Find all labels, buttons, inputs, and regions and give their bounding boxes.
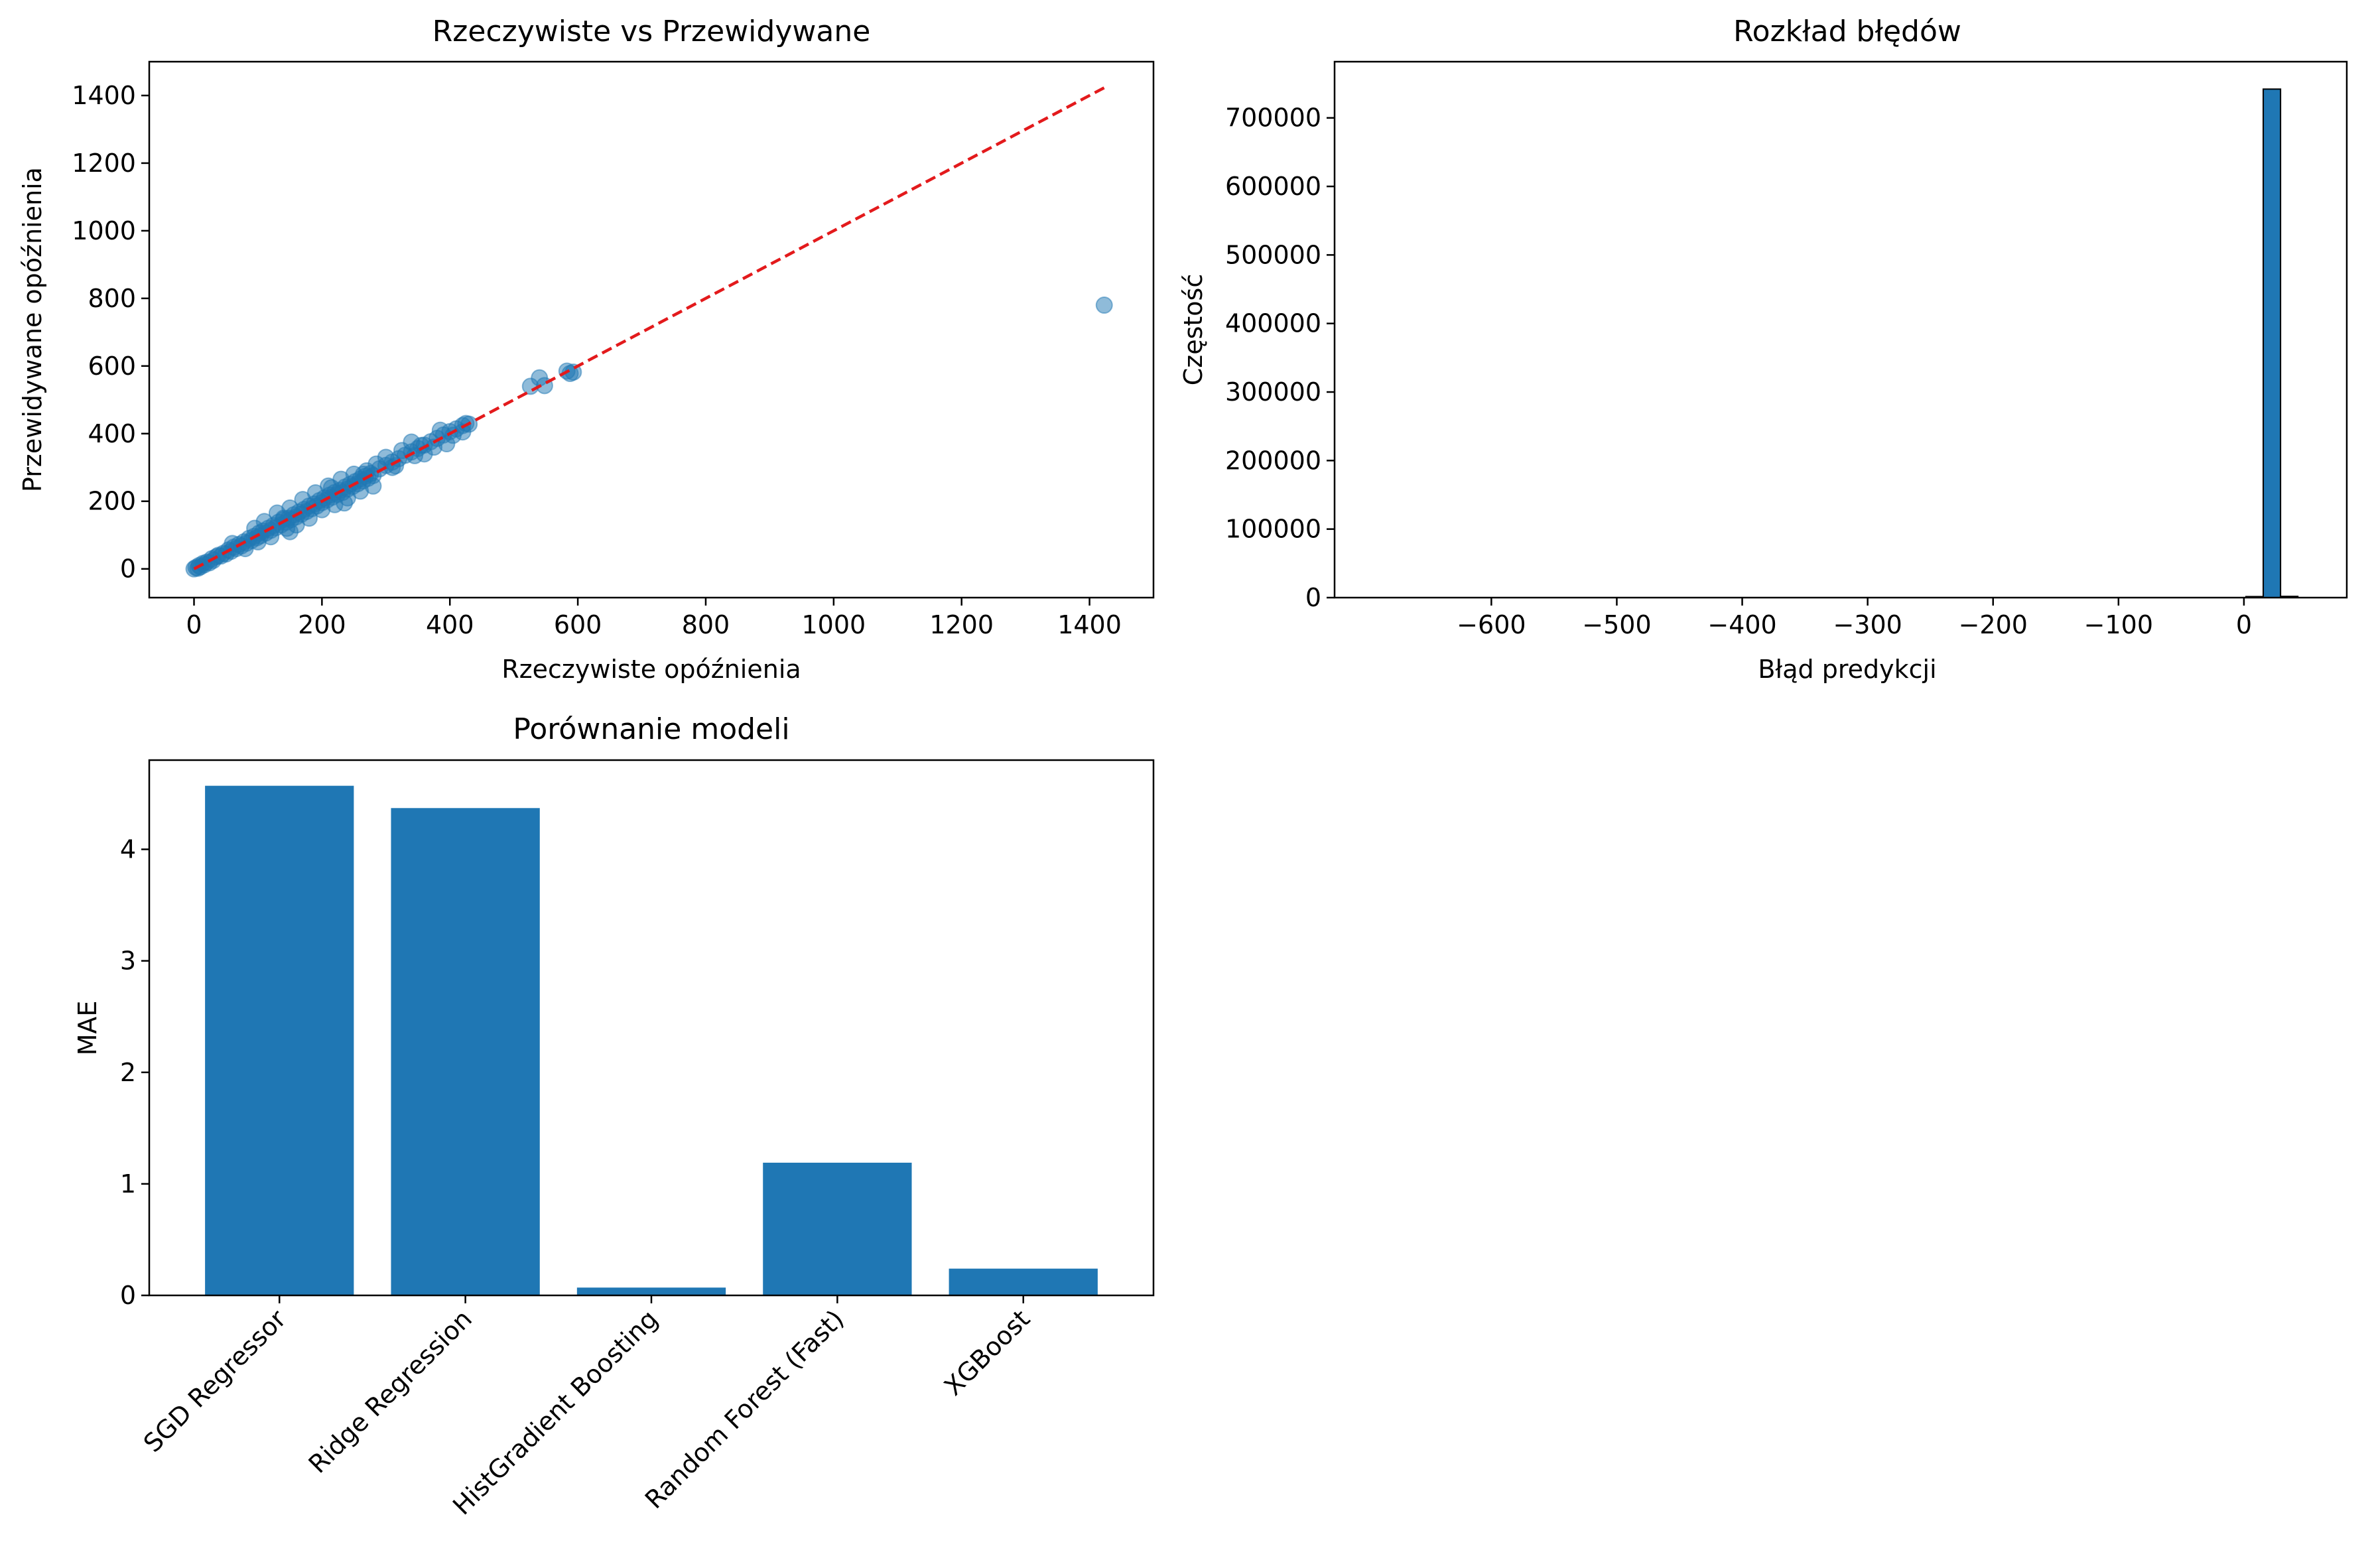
bar-y-tick-label: 1	[120, 1169, 136, 1199]
histogram-y-tick-label: 300000	[1225, 377, 1321, 407]
scatter-x-tick-label: 1000	[801, 610, 866, 639]
histogram-bar	[2263, 88, 2282, 599]
scatter-point	[1095, 296, 1113, 314]
bar-y-tick-label: 4	[120, 835, 136, 864]
histogram-axes-frame	[1333, 60, 2348, 599]
bar-xgboost	[949, 1268, 1098, 1295]
histogram-y-tick-label: 600000	[1225, 172, 1321, 201]
histogram-x-axis-label: Błąd predykcji	[1758, 655, 1936, 684]
scatter-y-tick-label: 600	[88, 352, 136, 381]
scatter-x-tick-label: 200	[298, 610, 346, 639]
bar-y-ticks: 0 1 2 3 4	[120, 835, 149, 1310]
bar-y-tick-label: 3	[120, 947, 136, 976]
scatter-x-axis-label: Rzeczywiste opóźnienia	[501, 655, 801, 684]
scatter-point	[255, 513, 273, 531]
bar-x-tick-label: Ridge Regression	[303, 1304, 478, 1478]
scatter-point	[364, 477, 382, 495]
histogram-x-tick-label: −400	[1707, 610, 1776, 639]
scatter-y-tick-label: 0	[120, 555, 136, 584]
scatter-y-tick-label: 800	[88, 284, 136, 313]
histogram-x-ticks: −600 −500 −400 −300 −200 −100 0	[1457, 598, 2252, 639]
histogram-panel: Rozkład błędów −600 −500 −400 −300 −200 −100 0…	[1179, 15, 2348, 684]
histogram-x-tick-label: −600	[1457, 610, 1526, 639]
bar-x-tick-label: SGD Regressor	[138, 1304, 292, 1458]
histogram-y-tick-label: 200000	[1225, 446, 1321, 475]
scatter-panel: Rzeczywiste vs Przewidywane 0 200 400 600 80…	[18, 15, 1155, 684]
histogram-bars	[2245, 88, 2299, 599]
scatter-axes-frame	[148, 60, 1155, 599]
histogram-y-axis-label: Częstość	[1179, 274, 1208, 386]
histogram-x-tick-label: −300	[1833, 610, 1902, 639]
bar-panel: Porównanie modeli SGD Regressor Ridge Reg…	[73, 712, 1155, 1520]
histogram-x-tick-label: 0	[2236, 610, 2252, 639]
scatter-y-tick-label: 1200	[72, 149, 136, 178]
scatter-y-tick-label: 400	[88, 419, 136, 448]
histogram-y-tick-label: 400000	[1225, 309, 1321, 338]
scatter-x-tick-label: 1200	[929, 610, 994, 639]
scatter-x-tick-label: 800	[682, 610, 730, 639]
bar-x-tick-label: HistGradient Boosting	[447, 1304, 663, 1520]
scatter-point	[322, 479, 340, 497]
histogram-y-ticks: 0 100000 200000 300000 400000 500000 600000 700…	[1225, 103, 1335, 612]
bar-title: Porównanie modeli	[513, 712, 789, 746]
scatter-point	[457, 415, 475, 432]
histogram-y-tick-label: 500000	[1225, 240, 1321, 269]
histogram-x-tick-label: −200	[1959, 610, 2028, 639]
bar-axes-frame	[148, 759, 1155, 1297]
scatter-y-tick-label: 1000	[72, 216, 136, 245]
scatter-point	[367, 455, 385, 473]
scatter-point	[281, 523, 299, 541]
bar-y-tick-label: 0	[120, 1281, 136, 1310]
scatter-points	[185, 86, 1113, 578]
scatter-x-ticks: 0 200 400 600 800 1000 1200 1400	[186, 598, 1122, 639]
bar-x-tick-label: Random Forest (Fast)	[639, 1304, 850, 1514]
scatter-x-tick-label: 400	[426, 610, 474, 639]
histogram-y-tick-label: 0	[1305, 583, 1321, 612]
scatter-x-tick-label: 0	[186, 610, 202, 639]
scatter-y-tick-label: 1400	[72, 81, 136, 110]
histogram-y-tick-label: 100000	[1225, 515, 1321, 544]
bar-ridge-regression	[391, 808, 540, 1295]
bar-marks	[205, 785, 1098, 1295]
scatter-y-axis-label: Przewidywane opóźnienia	[18, 167, 47, 492]
scatter-y-ticks: 0 200 400 600 800 1000 1200 1400	[72, 81, 149, 584]
scatter-point	[300, 509, 318, 527]
histogram-y-tick-label: 700000	[1225, 103, 1321, 133]
scatter-title: Rzeczywiste vs Przewidywane	[432, 15, 871, 48]
scatter-point	[336, 494, 354, 512]
bar-y-axis-label: MAE	[73, 1001, 102, 1056]
scatter-x-tick-label: 600	[554, 610, 602, 639]
histogram-x-tick-label: −100	[2084, 610, 2153, 639]
scatter-point	[387, 457, 405, 475]
reference-line	[193, 86, 1105, 570]
histogram-x-tick-label: −500	[1582, 610, 1651, 639]
bar-x-tick-label: XGBoost	[939, 1304, 1035, 1401]
bar-random-forest-fast	[763, 1162, 912, 1295]
scatter-x-tick-label: 1400	[1057, 610, 1122, 639]
bar-x-ticks: SGD Regressor Ridge RegressionHistGradien…	[138, 1295, 1035, 1520]
histogram-title: Rozkład błędów	[1733, 15, 1961, 48]
bar-histgradient-boosting	[576, 1287, 726, 1295]
bar-sgd-regressor	[205, 785, 354, 1295]
scatter-y-tick-label: 200	[88, 487, 136, 516]
bar-y-tick-label: 2	[120, 1058, 136, 1087]
